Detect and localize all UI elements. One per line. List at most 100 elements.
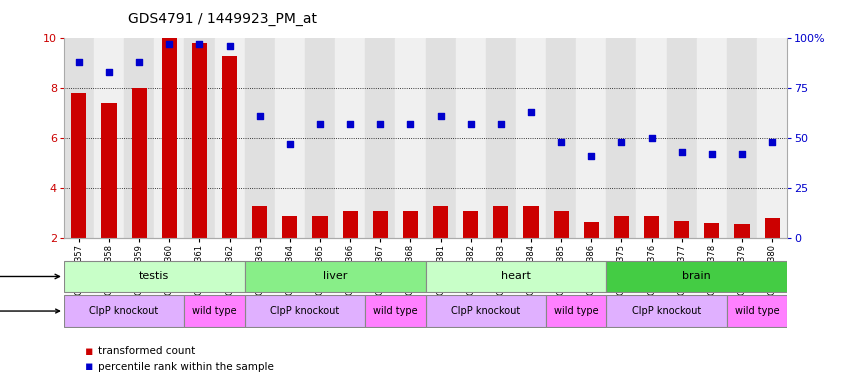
Bar bbox=[64, 38, 94, 238]
Point bbox=[374, 121, 387, 127]
Text: ▪: ▪ bbox=[85, 360, 94, 373]
Point bbox=[464, 121, 477, 127]
Bar bbox=[64, 296, 185, 326]
Text: wild type: wild type bbox=[734, 306, 780, 316]
Bar bbox=[666, 38, 697, 238]
Point bbox=[765, 139, 779, 145]
Bar bbox=[734, 224, 750, 238]
Point bbox=[524, 109, 538, 115]
Bar bbox=[245, 261, 426, 292]
Text: wild type: wild type bbox=[554, 306, 598, 316]
Bar bbox=[124, 38, 154, 238]
Text: wild type: wild type bbox=[192, 306, 237, 316]
Bar bbox=[403, 210, 418, 238]
Point bbox=[735, 151, 749, 157]
Bar bbox=[433, 206, 448, 238]
Bar bbox=[426, 261, 606, 292]
Point bbox=[585, 153, 598, 159]
Text: genotype/variation: genotype/variation bbox=[0, 306, 60, 316]
Point bbox=[494, 121, 508, 127]
Point bbox=[223, 43, 237, 50]
Bar bbox=[252, 206, 267, 238]
Bar bbox=[727, 38, 757, 238]
Text: heart: heart bbox=[501, 271, 531, 281]
Bar bbox=[426, 296, 546, 326]
Bar bbox=[101, 103, 117, 238]
Point bbox=[614, 139, 628, 145]
Text: percentile rank within the sample: percentile rank within the sample bbox=[98, 362, 274, 372]
Point bbox=[102, 69, 116, 75]
Bar bbox=[365, 296, 426, 326]
Bar bbox=[584, 222, 599, 238]
Text: ClpP knockout: ClpP knockout bbox=[271, 306, 340, 316]
Bar bbox=[132, 88, 146, 238]
Bar bbox=[644, 216, 659, 238]
Bar bbox=[614, 216, 629, 238]
Bar bbox=[154, 38, 185, 238]
Bar bbox=[245, 38, 275, 238]
Point bbox=[163, 41, 176, 48]
Bar bbox=[455, 38, 486, 238]
Bar bbox=[607, 296, 727, 326]
Bar bbox=[71, 93, 87, 238]
Bar bbox=[426, 38, 455, 238]
Bar bbox=[546, 296, 607, 326]
Point bbox=[253, 113, 266, 119]
Point bbox=[554, 139, 568, 145]
Point bbox=[434, 113, 448, 119]
Bar bbox=[365, 38, 396, 238]
Bar bbox=[546, 38, 576, 238]
Text: transformed count: transformed count bbox=[98, 346, 195, 356]
Bar bbox=[275, 38, 305, 238]
Bar bbox=[162, 38, 177, 238]
Bar bbox=[607, 261, 787, 292]
Bar bbox=[486, 38, 516, 238]
Text: GDS4791 / 1449923_PM_at: GDS4791 / 1449923_PM_at bbox=[128, 12, 317, 25]
Bar bbox=[463, 210, 478, 238]
Bar bbox=[222, 56, 237, 238]
Bar bbox=[727, 296, 787, 326]
Bar bbox=[283, 216, 297, 238]
Bar bbox=[245, 296, 365, 326]
Bar bbox=[185, 38, 214, 238]
Bar bbox=[757, 38, 787, 238]
Text: ClpP knockout: ClpP knockout bbox=[89, 306, 159, 316]
Bar bbox=[373, 210, 388, 238]
Point bbox=[343, 121, 357, 127]
Point bbox=[705, 151, 718, 157]
Bar bbox=[312, 216, 328, 238]
Text: liver: liver bbox=[323, 271, 347, 281]
Bar bbox=[705, 223, 719, 238]
Text: ▪: ▪ bbox=[85, 345, 94, 358]
Bar bbox=[305, 38, 335, 238]
Bar bbox=[214, 38, 245, 238]
Bar bbox=[576, 38, 606, 238]
Point bbox=[72, 59, 86, 65]
Bar bbox=[396, 38, 426, 238]
Bar bbox=[335, 38, 365, 238]
Text: testis: testis bbox=[139, 271, 169, 281]
Point bbox=[192, 41, 206, 48]
Bar bbox=[64, 261, 245, 292]
Text: wild type: wild type bbox=[373, 306, 418, 316]
Text: tissue: tissue bbox=[0, 271, 60, 281]
Bar bbox=[697, 38, 727, 238]
Point bbox=[675, 149, 688, 155]
Text: brain: brain bbox=[683, 271, 711, 281]
Bar bbox=[192, 43, 207, 238]
Bar bbox=[516, 38, 546, 238]
Text: ClpP knockout: ClpP knockout bbox=[632, 306, 701, 316]
Bar bbox=[606, 38, 637, 238]
Bar bbox=[523, 206, 539, 238]
Bar bbox=[637, 38, 666, 238]
Bar bbox=[185, 296, 245, 326]
Bar bbox=[94, 38, 124, 238]
Point bbox=[403, 121, 417, 127]
Bar bbox=[764, 218, 780, 238]
Bar bbox=[554, 210, 568, 238]
Bar bbox=[494, 206, 508, 238]
Text: ClpP knockout: ClpP knockout bbox=[451, 306, 521, 316]
Bar bbox=[674, 220, 689, 238]
Point bbox=[283, 141, 297, 147]
Point bbox=[645, 135, 659, 141]
